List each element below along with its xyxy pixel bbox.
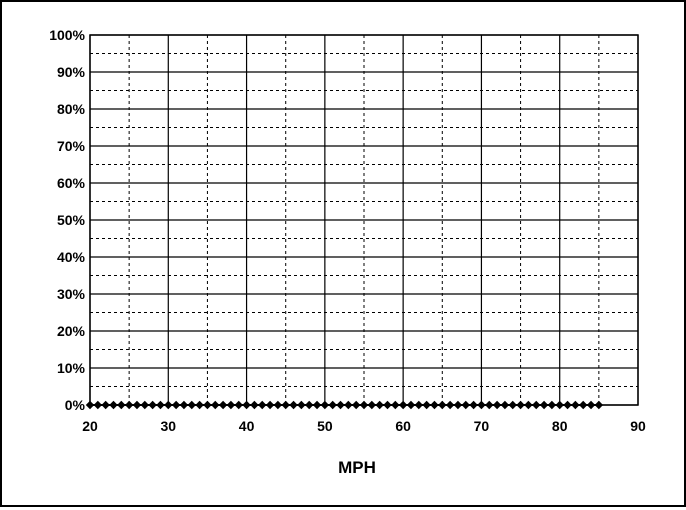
data-point: [312, 400, 322, 410]
y-tick-label: 100%: [49, 27, 85, 43]
data-point: [344, 400, 353, 410]
data-point: [117, 400, 126, 410]
data-point: [297, 400, 306, 410]
data-point: [445, 400, 455, 410]
data-point: [414, 400, 423, 410]
data-point: [406, 400, 416, 410]
data-point: [351, 400, 361, 410]
data-point: [461, 400, 470, 410]
data-point: [594, 400, 604, 410]
x-tick-label: 60: [395, 418, 411, 434]
data-point: [250, 400, 259, 410]
data-point: [336, 400, 345, 410]
data-point: [164, 400, 173, 410]
data-point: [273, 400, 283, 410]
y-tick-label: 30%: [57, 286, 86, 302]
data-point: [171, 400, 181, 410]
x-tick-label: 90: [630, 418, 646, 434]
data-point: [375, 400, 384, 410]
data-point: [132, 400, 142, 410]
data-point: [289, 400, 298, 410]
data-point: [148, 400, 157, 410]
data-point: [477, 400, 486, 410]
data-point: [265, 400, 275, 410]
data-point: [571, 400, 580, 410]
data-point: [532, 400, 541, 410]
y-tick-label: 20%: [57, 323, 86, 339]
data-point: [85, 400, 95, 410]
data-point: [563, 400, 572, 410]
data-point: [242, 400, 251, 410]
data-point: [109, 400, 118, 410]
data-point: [485, 400, 494, 410]
y-tick-label: 10%: [57, 360, 86, 376]
data-point: [391, 400, 400, 410]
data-point: [524, 400, 533, 410]
data-point: [211, 400, 220, 410]
data-point: [218, 400, 228, 410]
data-point: [187, 400, 196, 410]
data-point: [93, 400, 103, 410]
data-point: [383, 400, 392, 410]
data-point: [453, 400, 463, 410]
x-tick-label: 50: [317, 418, 333, 434]
data-point: [328, 400, 337, 410]
data-point: [234, 400, 243, 410]
data-point: [398, 400, 408, 410]
data-point: [555, 400, 564, 410]
data-point: [579, 400, 588, 410]
data-point: [500, 400, 510, 410]
data-point: [516, 400, 525, 410]
data-point: [367, 400, 377, 410]
data-point: [305, 400, 314, 410]
y-tick-label: 0%: [65, 397, 86, 413]
y-tick-label: 60%: [57, 175, 86, 191]
data-point: [101, 400, 110, 410]
data-point: [179, 400, 189, 410]
x-tick-label: 30: [160, 418, 176, 434]
data-point: [539, 400, 549, 410]
y-tick-label: 90%: [57, 64, 86, 80]
data-point: [226, 400, 236, 410]
y-tick-label: 70%: [57, 138, 86, 154]
y-tick-label: 40%: [57, 249, 86, 265]
data-point: [492, 400, 502, 410]
data-point: [359, 400, 369, 410]
data-point: [438, 400, 447, 410]
data-point: [281, 400, 290, 410]
data-point: [547, 400, 557, 410]
data-point: [156, 400, 165, 410]
data-point: [422, 400, 431, 410]
data-point: [469, 400, 478, 410]
series: [85, 400, 604, 410]
data-point: [430, 400, 439, 410]
data-point: [586, 400, 596, 410]
data-point: [124, 400, 134, 410]
x-tick-label: 20: [82, 418, 98, 434]
x-tick-label: 80: [552, 418, 568, 434]
x-axis-label: MPH: [338, 458, 376, 477]
data-point: [508, 400, 517, 410]
grid: [89, 34, 639, 406]
data-point: [140, 400, 149, 410]
y-tick-label: 80%: [57, 101, 86, 117]
data-point: [320, 400, 330, 410]
x-tick-label: 70: [474, 418, 490, 434]
data-point: [258, 400, 267, 410]
x-tick-label: 40: [239, 418, 255, 434]
data-point: [203, 400, 212, 410]
data-point: [195, 400, 204, 410]
tick-labels: 20 30 40 50 60 70 80 90 0% 10% 20% 30% 40% 50% 60% 70% 8…: [49, 27, 646, 434]
y-tick-label: 50%: [57, 212, 86, 228]
